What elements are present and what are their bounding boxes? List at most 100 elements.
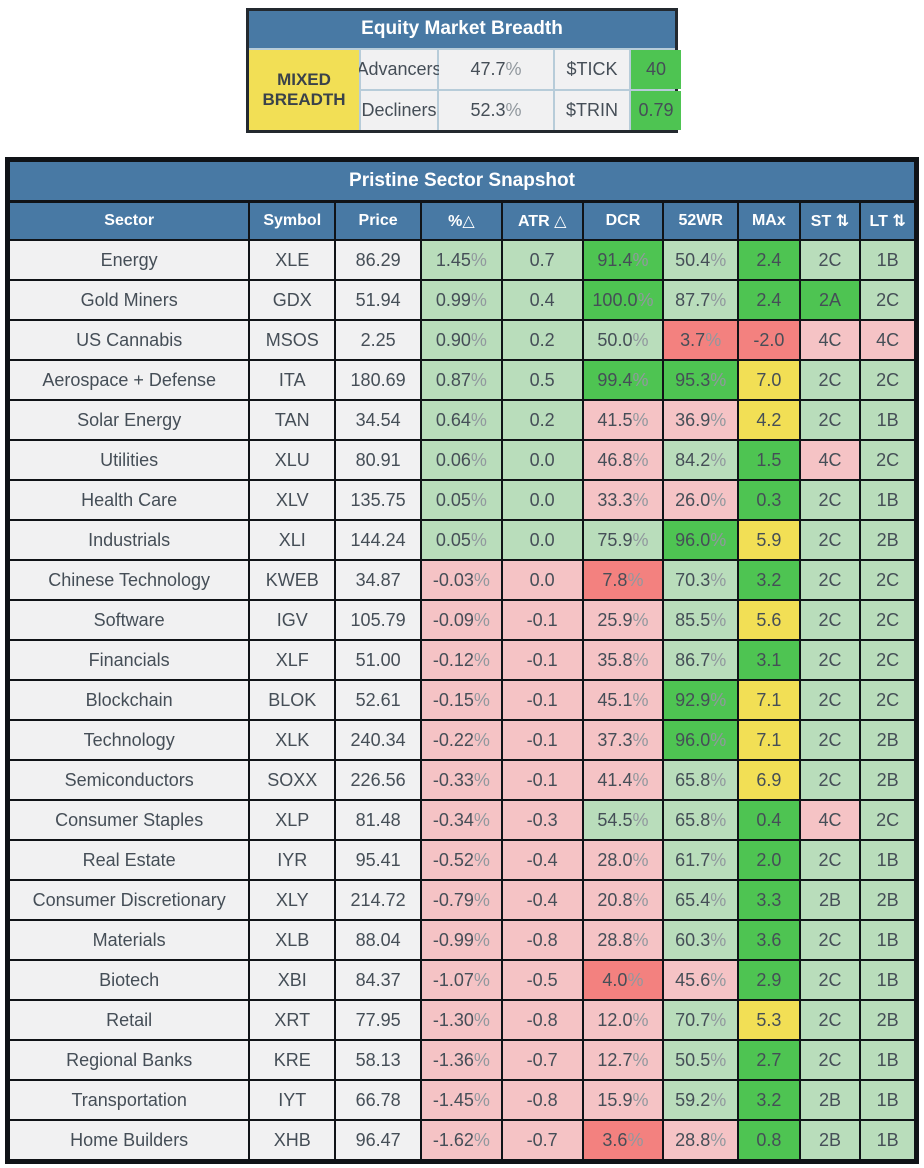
- cell-dcr: 4.0%: [581, 959, 665, 1001]
- cell-max: 1.5: [737, 439, 801, 481]
- table-body: Energy XLE 86.29 1.45% 0.7 91.4% 50.4% 2.4 2C 1B G…: [7, 239, 916, 1161]
- cell-lt-rating: 2C: [859, 439, 916, 481]
- cell-max: 0.4: [737, 799, 801, 841]
- cell-st-rating: 2C: [798, 599, 862, 641]
- cell-52wr: 60.3%: [662, 919, 740, 961]
- cell-max: 0.8: [737, 1119, 801, 1161]
- percent-sign: %: [710, 969, 727, 990]
- percent-sign: %: [632, 369, 649, 390]
- percent-sign: %: [473, 649, 490, 670]
- cell-price: 51.94: [334, 279, 422, 321]
- breadth-grid: Advancers 47.7% MIXED BREADTH $TICK 40 D…: [249, 50, 681, 130]
- trin-label: $TRIN: [555, 91, 629, 130]
- cell-lt-rating: 2C: [859, 679, 916, 721]
- cell-st-rating: 2B: [798, 1119, 862, 1161]
- cell-max: 7.1: [737, 719, 801, 761]
- percent-sign: %: [710, 609, 727, 630]
- cell-52wr: 50.4%: [662, 239, 740, 281]
- cell-st-rating: 2C: [798, 719, 862, 761]
- table-row: Software IGV 105.79 -0.09% -0.1 25.9% 85.5% 5.6…: [7, 599, 916, 641]
- cell-dcr: 41.4%: [581, 759, 665, 801]
- cell-sector: Regional Banks: [7, 1039, 251, 1081]
- cell-dcr: 75.9%: [581, 519, 665, 561]
- cell-dcr: 54.5%: [581, 799, 665, 841]
- cell-symbol: XRT: [248, 999, 337, 1041]
- cell-symbol: XHB: [248, 1119, 337, 1161]
- col-header-lt-sort[interactable]: LT ⇅: [859, 200, 916, 241]
- percent-sign: %: [473, 769, 490, 790]
- percent-sign: %: [632, 649, 649, 670]
- percent-sign: %: [473, 929, 490, 950]
- cell-52wr: 87.7%: [662, 279, 740, 321]
- cell-max: 4.2: [737, 399, 801, 441]
- cell-pct-change: -0.34%: [420, 799, 503, 841]
- percent-sign: %: [710, 1129, 727, 1150]
- cell-pct-change: 0.05%: [420, 519, 503, 561]
- cell-dcr: 28.8%: [581, 919, 665, 961]
- cell-dcr: 35.8%: [581, 639, 665, 681]
- cell-max: 2.4: [737, 279, 801, 321]
- cell-52wr: 50.5%: [662, 1039, 740, 1081]
- cell-dcr: 46.8%: [581, 439, 665, 481]
- cell-price: 80.91: [334, 439, 422, 481]
- sector-snapshot-panel: Pristine Sector Snapshot Sector Symbol Pri…: [5, 157, 919, 1164]
- cell-dcr: 12.0%: [581, 999, 665, 1041]
- cell-lt-rating: 2C: [859, 599, 916, 641]
- percent-sign: %: [632, 809, 649, 830]
- cell-sector: Energy: [7, 239, 251, 281]
- cell-dcr: 28.0%: [581, 839, 665, 881]
- percent-sign: %: [627, 569, 644, 590]
- decliners-value: 52.3%: [439, 91, 553, 130]
- percent-sign: %: [632, 489, 649, 510]
- cell-atr-change: -0.7: [500, 1119, 584, 1161]
- percent-sign: %: [710, 289, 727, 310]
- cell-price: 96.47: [334, 1119, 422, 1161]
- cell-price: 66.78: [334, 1079, 422, 1121]
- percent-sign: %: [632, 1049, 649, 1070]
- table-title: Pristine Sector Snapshot: [8, 160, 916, 203]
- table-row: Consumer Staples XLP 81.48 -0.34% -0.3 54.5% 6…: [7, 799, 916, 841]
- cell-st-rating: 4C: [798, 319, 862, 361]
- cell-max: 3.6: [737, 919, 801, 961]
- cell-pct-change: 0.05%: [420, 479, 503, 521]
- cell-pct-change: -0.15%: [420, 679, 503, 721]
- percent-sign: %: [470, 369, 487, 390]
- percent-sign: %: [632, 929, 649, 950]
- cell-st-rating: 2C: [798, 479, 862, 521]
- col-header-pct-change: %△: [420, 200, 503, 241]
- cell-st-rating: 2C: [798, 639, 862, 681]
- cell-lt-rating: 2C: [859, 799, 916, 841]
- col-header-st-sort[interactable]: ST ⇅: [798, 200, 862, 241]
- col-header-52wr: 52WR: [662, 200, 740, 241]
- cell-symbol: SOXX: [248, 759, 337, 801]
- cell-atr-change: -0.1: [500, 639, 584, 681]
- cell-atr-change: 0.2: [500, 399, 584, 441]
- cell-sector: Solar Energy: [7, 399, 251, 441]
- cell-price: 95.41: [334, 839, 422, 881]
- cell-pct-change: -1.45%: [420, 1079, 503, 1121]
- tick-value: 40: [631, 50, 681, 89]
- cell-atr-change: -0.1: [500, 599, 584, 641]
- percent-sign: %: [470, 529, 487, 550]
- cell-max: 5.6: [737, 599, 801, 641]
- cell-symbol: KWEB: [248, 559, 337, 601]
- cell-st-rating: 2C: [798, 959, 862, 1001]
- cell-price: 214.72: [334, 879, 422, 921]
- cell-52wr: 95.3%: [662, 359, 740, 401]
- cell-52wr: 96.0%: [662, 719, 740, 761]
- percent-sign: %: [470, 249, 487, 270]
- cell-st-rating: 2C: [798, 679, 862, 721]
- cell-atr-change: -0.8: [500, 1079, 584, 1121]
- cell-st-rating: 2C: [798, 999, 862, 1041]
- cell-dcr: 7.8%: [581, 559, 665, 601]
- table-row: Blockchain BLOK 52.61 -0.15% -0.1 45.1% 92.9% 7…: [7, 679, 916, 721]
- percent-sign: %: [710, 849, 727, 870]
- cell-52wr: 28.8%: [662, 1119, 740, 1161]
- cell-price: 144.24: [334, 519, 422, 561]
- column-header-row: Sector Symbol Price %△ ATR △ DCR 52WR MAx ST ⇅ LT…: [7, 200, 916, 241]
- cell-dcr: 45.1%: [581, 679, 665, 721]
- cell-max: 3.3: [737, 879, 801, 921]
- cell-lt-rating: 1B: [859, 839, 916, 881]
- cell-price: 84.37: [334, 959, 422, 1001]
- cell-lt-rating: 1B: [859, 1119, 916, 1161]
